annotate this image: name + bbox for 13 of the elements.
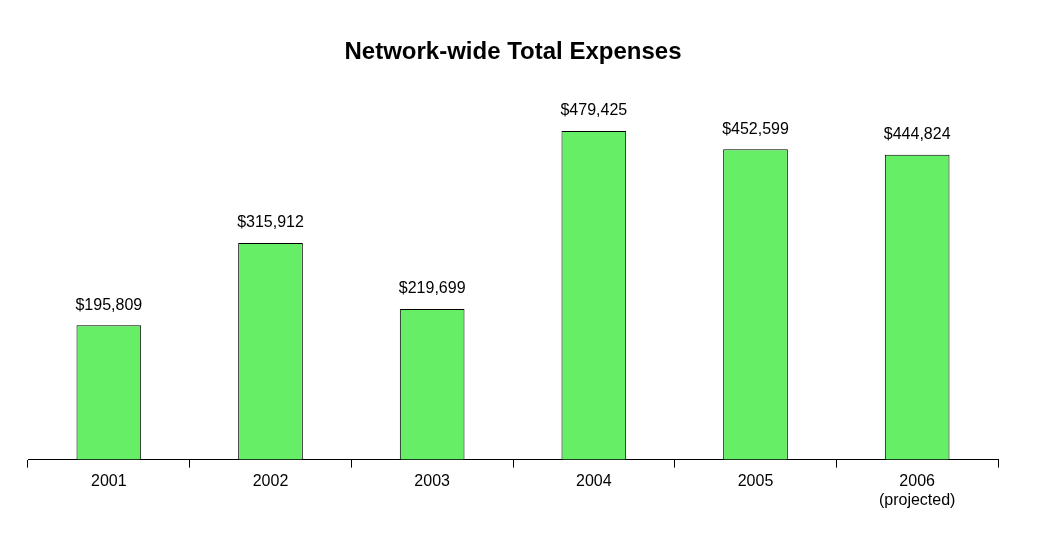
data-label: $315,912 — [237, 213, 304, 231]
data-label: $479,425 — [560, 101, 628, 119]
x-tick-label: 2005 — [737, 471, 774, 489]
chart-title: Network-wide Total Expenses — [344, 37, 682, 65]
data-label: $219,699 — [398, 279, 466, 297]
data-label: $452,599 — [722, 119, 789, 137]
data-label: $195,809 — [75, 295, 143, 313]
x-tick-label: 2006 (projected) — [878, 471, 956, 508]
data-label: $444,824 — [883, 125, 951, 143]
x-tick-label: 2002 — [252, 471, 289, 489]
x-tick-label: 2003 — [414, 471, 451, 489]
x-tick-label: 2004 — [576, 471, 612, 489]
x-tick-label: 2001 — [91, 471, 127, 489]
